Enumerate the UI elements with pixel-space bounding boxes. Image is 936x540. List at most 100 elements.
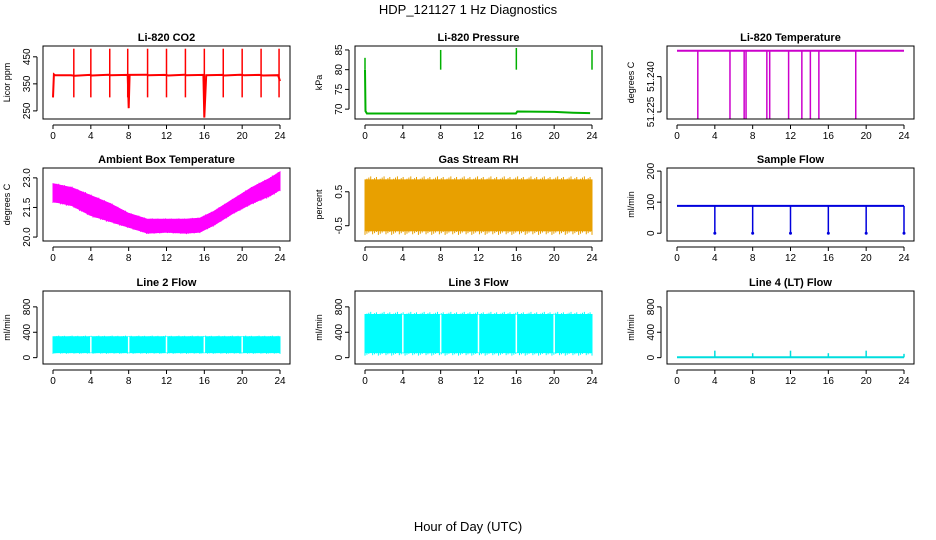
x-tick-label: 16 bbox=[823, 131, 835, 142]
x-tick-label: 0 bbox=[362, 253, 368, 264]
panel-data bbox=[52, 335, 281, 354]
y-tick-label: 400 bbox=[334, 323, 345, 340]
panel-2: Li-820 Temperature 0 4 8 12 16 20 24 51.225 51.24… bbox=[626, 32, 915, 142]
x-tick-label: 0 bbox=[674, 376, 680, 387]
x-tick-label: 4 bbox=[712, 253, 718, 264]
panel-frame bbox=[666, 167, 915, 242]
y-tick-label: 85 bbox=[334, 44, 345, 56]
panel-8: Line 4 (LT) Flow 0 4 8 12 16 20 24 0 400 800 ml/min bbox=[626, 277, 915, 387]
x-tick-label: 24 bbox=[898, 253, 910, 264]
y-tick-label: 400 bbox=[22, 323, 33, 340]
y-tick-label: 450 bbox=[22, 48, 33, 65]
x-tick-label: 12 bbox=[161, 253, 173, 264]
y-tick-label: 70 bbox=[334, 103, 345, 115]
panel-frame bbox=[42, 290, 291, 365]
panel-data bbox=[364, 176, 593, 235]
x-tick-label: 24 bbox=[586, 253, 598, 264]
panel-title: Li-820 Temperature bbox=[740, 32, 841, 44]
x-tick-label: 16 bbox=[199, 376, 211, 387]
x-tick-label: 12 bbox=[785, 253, 797, 264]
panel-frame bbox=[354, 167, 603, 242]
x-tick-label: 20 bbox=[861, 376, 873, 387]
x-tick-label: 16 bbox=[823, 376, 835, 387]
panel-frame bbox=[354, 290, 603, 365]
y-tick-label: 23.0 bbox=[22, 168, 33, 188]
x-tick-label: 8 bbox=[750, 376, 756, 387]
x-tick-label: 8 bbox=[750, 131, 756, 142]
x-tick-label: 12 bbox=[161, 376, 173, 387]
x-tick-label: 0 bbox=[674, 131, 680, 142]
x-tick-label: 12 bbox=[161, 131, 173, 142]
x-tick-label: 20 bbox=[237, 131, 249, 142]
panel-1: Li-820 Pressure 0 4 8 12 16 20 24 70 75 80 85 kPa bbox=[314, 32, 603, 142]
x-tick-label: 16 bbox=[199, 131, 211, 142]
y-tick-label: 0 bbox=[646, 230, 657, 236]
panel-title: Line 3 Flow bbox=[449, 277, 509, 289]
dip-point bbox=[864, 231, 868, 235]
y-tick-label: 75 bbox=[334, 83, 345, 95]
x-tick-label: 16 bbox=[199, 253, 211, 264]
y-tick-label: 800 bbox=[646, 298, 657, 315]
x-tick-label: 4 bbox=[400, 253, 406, 264]
x-tick-label: 0 bbox=[362, 376, 368, 387]
y-axis-label: percent bbox=[314, 189, 324, 220]
x-tick-label: 16 bbox=[511, 131, 523, 142]
panel-title: Li-820 Pressure bbox=[438, 32, 520, 44]
x-tick-label: 20 bbox=[549, 131, 561, 142]
y-tick-label: 350 bbox=[22, 75, 33, 92]
panel-data bbox=[677, 204, 906, 235]
x-tick-label: 20 bbox=[861, 253, 873, 264]
panel-5: Sample Flow 0 4 8 12 16 20 24 0 100 200 ml/min bbox=[626, 154, 915, 264]
panel-data bbox=[677, 350, 905, 359]
x-tick-label: 24 bbox=[274, 376, 286, 387]
x-tick-label: 0 bbox=[50, 131, 56, 142]
y-tick-label: 100 bbox=[646, 193, 657, 210]
x-tick-label: 20 bbox=[549, 253, 561, 264]
x-tick-label: 0 bbox=[50, 253, 56, 264]
dip-point bbox=[713, 231, 717, 235]
x-tick-label: 24 bbox=[586, 131, 598, 142]
x-tick-label: 24 bbox=[274, 131, 286, 142]
panel-frame bbox=[666, 290, 915, 365]
x-tick-label: 24 bbox=[898, 131, 910, 142]
y-tick-label: 51.225 bbox=[646, 96, 657, 127]
x-tick-label: 16 bbox=[511, 253, 523, 264]
x-tick-label: 0 bbox=[50, 376, 56, 387]
panel-title: Sample Flow bbox=[757, 154, 825, 166]
x-tick-label: 8 bbox=[438, 131, 444, 142]
x-tick-label: 12 bbox=[473, 253, 485, 264]
panel-title: Ambient Box Temperature bbox=[98, 154, 235, 166]
x-tick-label: 12 bbox=[785, 131, 797, 142]
x-tick-label: 4 bbox=[400, 376, 406, 387]
y-axis-label: ml/min bbox=[314, 314, 324, 341]
panel-0: Li-820 CO2 0 4 8 12 16 20 24 250 350 450 Licor ppm bbox=[2, 32, 291, 142]
x-tick-label: 8 bbox=[750, 253, 756, 264]
x-tick-label: 8 bbox=[126, 131, 132, 142]
dip-point bbox=[902, 231, 906, 235]
panel-data bbox=[364, 311, 593, 356]
panel-data bbox=[52, 48, 281, 118]
panel-3: Ambient Box Temperature 0 4 8 12 16 20 24 20.0 21… bbox=[2, 154, 291, 264]
x-tick-label: 4 bbox=[88, 253, 94, 264]
panel-4: Gas Stream RH 0 4 8 12 16 20 24 -0.5 0.5 percent bbox=[314, 154, 603, 264]
x-tick-label: 20 bbox=[237, 253, 249, 264]
x-tick-label: 20 bbox=[861, 131, 873, 142]
x-tick-label: 8 bbox=[438, 253, 444, 264]
x-tick-label: 24 bbox=[898, 376, 910, 387]
y-axis-label: kPa bbox=[314, 75, 324, 91]
y-axis-label: Licor ppm bbox=[2, 63, 12, 103]
panel-frame bbox=[42, 45, 291, 120]
panel-frame bbox=[666, 45, 915, 120]
y-tick-label: 250 bbox=[22, 102, 33, 119]
dip-point bbox=[826, 231, 830, 235]
x-tick-label: 4 bbox=[88, 376, 94, 387]
x-tick-label: 8 bbox=[126, 376, 132, 387]
y-axis-label: ml/min bbox=[626, 314, 636, 341]
panel-data bbox=[364, 47, 593, 115]
y-tick-label: 0 bbox=[334, 354, 345, 360]
x-tick-label: 12 bbox=[785, 376, 797, 387]
x-tick-label: 0 bbox=[362, 131, 368, 142]
y-axis-label: degrees C bbox=[626, 61, 636, 103]
y-tick-label: 0 bbox=[646, 354, 657, 360]
